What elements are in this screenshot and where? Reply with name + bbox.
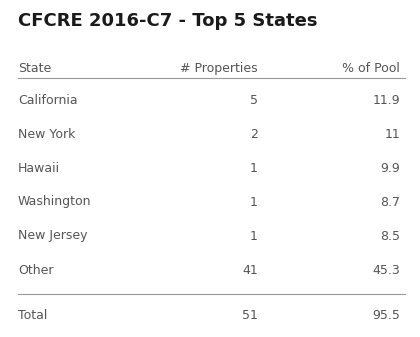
Text: State: State (18, 62, 51, 75)
Text: 5: 5 (250, 93, 258, 106)
Text: 8.7: 8.7 (380, 195, 400, 209)
Text: 45.3: 45.3 (372, 264, 400, 276)
Text: New Jersey: New Jersey (18, 229, 87, 243)
Text: 41: 41 (242, 264, 258, 276)
Text: 95.5: 95.5 (372, 309, 400, 322)
Text: CFCRE 2016-C7 - Top 5 States: CFCRE 2016-C7 - Top 5 States (18, 12, 318, 30)
Text: # Properties: # Properties (180, 62, 258, 75)
Text: Washington: Washington (18, 195, 92, 209)
Text: 8.5: 8.5 (380, 229, 400, 243)
Text: Other: Other (18, 264, 53, 276)
Text: 51: 51 (242, 309, 258, 322)
Text: 11: 11 (384, 127, 400, 141)
Text: Hawaii: Hawaii (18, 161, 60, 175)
Text: New York: New York (18, 127, 75, 141)
Text: 2: 2 (250, 127, 258, 141)
Text: Total: Total (18, 309, 47, 322)
Text: % of Pool: % of Pool (342, 62, 400, 75)
Text: 1: 1 (250, 161, 258, 175)
Text: 11.9: 11.9 (373, 93, 400, 106)
Text: California: California (18, 93, 78, 106)
Text: 1: 1 (250, 229, 258, 243)
Text: 9.9: 9.9 (380, 161, 400, 175)
Text: 1: 1 (250, 195, 258, 209)
